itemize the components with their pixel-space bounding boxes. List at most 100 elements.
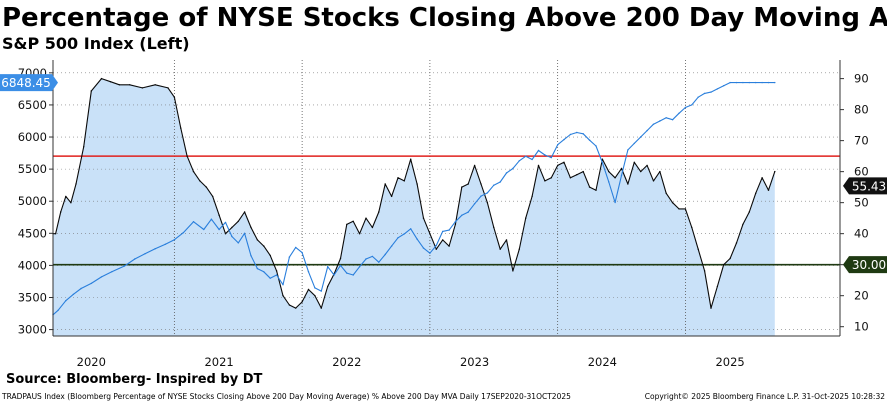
sp500-point bbox=[301, 251, 303, 254]
sp500-point bbox=[710, 91, 712, 93]
sp500-point bbox=[397, 237, 399, 239]
pct-above-200dma-point bbox=[505, 239, 508, 241]
sp500-point bbox=[333, 274, 335, 276]
sp500-point bbox=[550, 156, 552, 159]
pct-above-200dma-point bbox=[90, 90, 93, 92]
left-tick-label: 5500 bbox=[18, 162, 47, 176]
pct-above-200dma-point bbox=[448, 245, 450, 247]
sp500-point bbox=[723, 85, 725, 87]
x-tick-label: 2021 bbox=[204, 355, 233, 369]
pct-above-200dma-point bbox=[231, 226, 233, 229]
pct-above-200dma-point bbox=[537, 164, 540, 167]
sp500-point bbox=[576, 131, 578, 134]
right-tick-label: 60 bbox=[854, 165, 869, 179]
pct-above-200dma-point bbox=[314, 295, 316, 297]
pct-above-200dma-point bbox=[761, 177, 763, 179]
sp500-point bbox=[269, 277, 271, 279]
sp500-point bbox=[454, 221, 457, 223]
pct-above-200dma-point bbox=[748, 211, 750, 213]
pct-above-200dma-point bbox=[429, 233, 431, 235]
sp500-point bbox=[295, 246, 297, 249]
pct-above-200dma-point bbox=[601, 158, 604, 160]
sp500-point bbox=[90, 282, 93, 285]
sp500-point bbox=[652, 123, 655, 125]
pct-above-200dma-point bbox=[403, 180, 405, 182]
pct-above-200dma-point bbox=[557, 164, 559, 167]
sp500-point bbox=[416, 238, 418, 240]
sp500-point bbox=[307, 271, 310, 273]
pct-above-200dma-point bbox=[75, 183, 77, 185]
sp500-point bbox=[595, 145, 597, 147]
pct-above-200dma-point bbox=[352, 220, 354, 222]
sp500-point bbox=[218, 228, 220, 231]
pct-above-200dma-point bbox=[141, 87, 144, 89]
pct-above-200dma-point bbox=[199, 180, 201, 182]
sp500-point bbox=[755, 81, 757, 84]
sp500-point bbox=[608, 181, 610, 183]
pct-above-200dma-point bbox=[665, 192, 667, 194]
sp500-point bbox=[716, 88, 719, 90]
sp500-point bbox=[774, 81, 776, 84]
pct-above-200dma-point bbox=[442, 239, 444, 241]
pct-above-200dma-point bbox=[384, 183, 386, 185]
pct-above-200dma-point bbox=[588, 186, 591, 188]
chart-subtitle: S&P 500 Index (Left) bbox=[2, 34, 190, 53]
pct-above-200dma-point bbox=[633, 161, 635, 163]
pct-above-200dma-point bbox=[224, 233, 227, 235]
sp500-point bbox=[429, 252, 431, 254]
left-callout-box bbox=[0, 74, 58, 92]
sp500-point bbox=[671, 119, 674, 121]
pct-above-200dma-point bbox=[54, 233, 57, 235]
sp500-point bbox=[243, 232, 246, 234]
sp500-point bbox=[154, 248, 156, 250]
pct-above-200dma-point bbox=[410, 158, 412, 160]
pct-above-200dma-point bbox=[186, 155, 188, 157]
sp500-point bbox=[263, 271, 265, 273]
pct-above-200dma-point bbox=[614, 177, 616, 179]
sp500-point bbox=[352, 274, 354, 276]
footer-right: Copyright© 2025 Bloomberg Finance L.P. 3… bbox=[644, 392, 885, 401]
pct-above-200dma-point bbox=[499, 248, 501, 250]
pct-above-200dma-point bbox=[435, 248, 437, 250]
sp500-point bbox=[123, 265, 126, 267]
sp500-point bbox=[346, 272, 348, 274]
pct-above-200dma-point bbox=[358, 233, 361, 235]
pct-above-200dma-point bbox=[767, 189, 770, 191]
sp500-point bbox=[442, 230, 444, 233]
sp500-point bbox=[684, 106, 687, 109]
pct-above-200dma-point bbox=[691, 226, 693, 229]
pct-above-200dma-point bbox=[652, 180, 655, 182]
right-tick-label: 70 bbox=[854, 134, 869, 148]
pct-above-200dma-point bbox=[729, 257, 731, 260]
sp500-point bbox=[448, 229, 450, 231]
sp500-point bbox=[384, 253, 386, 256]
pct-above-200dma-point bbox=[608, 170, 610, 173]
pct-above-200dma-point bbox=[544, 180, 546, 182]
pct-above-200dma-point bbox=[422, 217, 425, 219]
pct-above-200dma-point bbox=[378, 211, 380, 213]
pct-above-200dma-point bbox=[659, 170, 661, 173]
pct-above-200dma-point bbox=[173, 96, 176, 98]
sp500-point bbox=[557, 144, 559, 146]
sp500-point bbox=[531, 158, 533, 161]
sp500-point bbox=[505, 172, 508, 174]
sp500-point bbox=[80, 287, 82, 290]
pct-above-200dma-point bbox=[100, 77, 103, 80]
pct-above-200dma-point bbox=[473, 164, 476, 167]
pct-above-200dma-point bbox=[256, 239, 259, 241]
sp500-point bbox=[144, 253, 146, 255]
right-tick-label: 20 bbox=[854, 289, 869, 303]
x-tick-label: 2022 bbox=[332, 355, 361, 369]
right-callout-label: 30.00 bbox=[852, 258, 886, 272]
sp500-point bbox=[72, 293, 75, 295]
sp500-point bbox=[461, 214, 463, 216]
pct-above-200dma-point bbox=[620, 167, 623, 170]
sp500-point bbox=[164, 243, 167, 245]
pct-above-200dma-point bbox=[243, 211, 246, 213]
pct-above-200dma-point bbox=[671, 202, 674, 204]
pct-above-200dma-point bbox=[167, 87, 169, 89]
right-tick-label: 40 bbox=[854, 227, 869, 241]
pct-above-200dma-point bbox=[646, 164, 648, 167]
sp500-point bbox=[182, 232, 184, 234]
source-note: Source: Bloomberg- Inspired by DT bbox=[6, 372, 263, 387]
